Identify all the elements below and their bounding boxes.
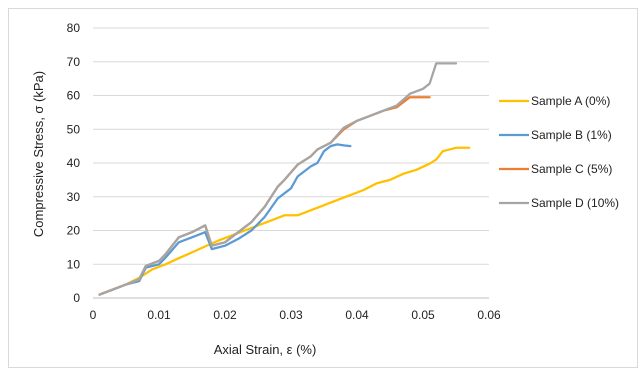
chart-svg: 0 10 20 30 40 50 60 70 80 0 0.01 0.02 0.03 0.04 0.05 0.… (31, 21, 619, 357)
y-tick-label: 60 (67, 89, 81, 103)
x-tick-label: 0.06 (477, 308, 501, 322)
y-tick-label: 40 (67, 156, 81, 170)
y-tick-label: 80 (67, 21, 81, 35)
x-tick-label: 0 (90, 308, 97, 322)
x-tick-label: 0.04 (345, 308, 369, 322)
tick-layer: 0 10 20 30 40 50 60 70 80 0 0.01 0.02 0.03 0.04 0.05 0.… (67, 21, 501, 322)
y-tick-label: 20 (67, 224, 81, 238)
y-tick-label: 30 (67, 190, 81, 204)
y-axis-title: Compressive Stress, σ (kPa) (31, 71, 46, 237)
legend-layer: Sample A (0%) Sample B (1%) Sample C (5%) S… (499, 94, 619, 210)
x-tick-label: 0.03 (279, 308, 303, 322)
y-tick-label: 50 (67, 122, 81, 136)
series-line-1 (98, 146, 471, 296)
series-line-4 (98, 62, 458, 296)
x-tick-label: 0.02 (213, 308, 237, 322)
y-tick-label: 70 (67, 55, 81, 69)
x-tick-label: 0.05 (411, 308, 435, 322)
series-layer (98, 62, 471, 296)
x-tick-label: 0.01 (147, 308, 171, 322)
y-tick-label: 0 (73, 291, 80, 305)
legend-label-2: Sample B (1%) (531, 128, 612, 142)
legend-label-3: Sample C (5%) (531, 162, 612, 176)
y-tick-label: 10 (67, 257, 81, 271)
legend-label-1: Sample A (0%) (531, 94, 610, 108)
x-axis-title: Axial Strain, ε (%) (214, 342, 317, 357)
grid-layer (93, 27, 489, 265)
series-line-2 (98, 143, 352, 296)
legend-label-4: Sample D (10%) (531, 196, 619, 210)
chart-frame: 0 10 20 30 40 50 60 70 80 0 0.01 0.02 0.03 0.04 0.05 0.… (8, 8, 638, 368)
